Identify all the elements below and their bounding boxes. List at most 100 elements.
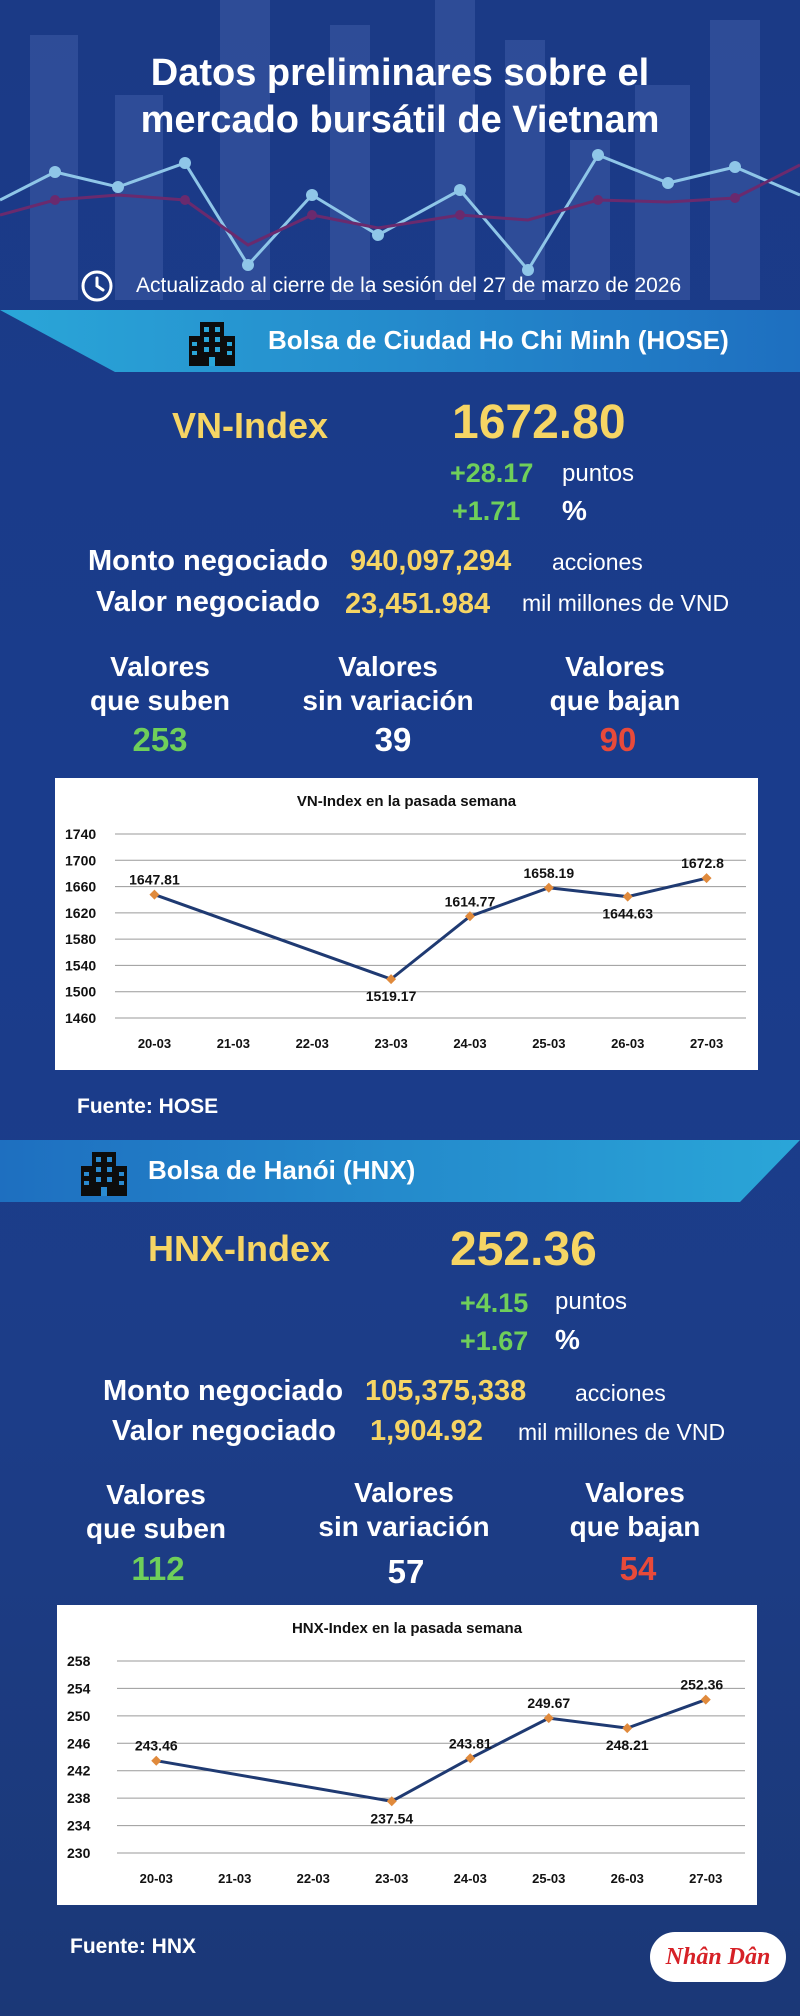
- building-icon: [189, 322, 235, 366]
- page-title-line-1: Datos preliminares sobre el: [150, 52, 650, 94]
- data-label: 1647.81: [129, 872, 180, 888]
- logo-text: Nhân Dân: [665, 1943, 771, 1970]
- hnx-volume-label: Monto negociado: [103, 1375, 344, 1407]
- hero-background-decoration: [0, 0, 800, 300]
- hose-volume-unit: acciones: [552, 549, 643, 575]
- y-tick-label: 230: [67, 1845, 91, 1861]
- vn-index-chart: VN-Index en la pasada semana 1460 1500 1540…: [55, 778, 758, 1070]
- hose-decliners-line-2: que bajan: [549, 685, 681, 716]
- x-tick-label: 20-03: [138, 1036, 171, 1051]
- hose-turnover-value: 23,451.984: [345, 588, 491, 620]
- y-tick-label: 238: [67, 1790, 91, 1806]
- y-tick-label: 242: [67, 1763, 91, 1779]
- hnx-points-label: puntos: [555, 1288, 628, 1315]
- x-tick-label: 21-03: [217, 1036, 250, 1051]
- data-label: 252.36: [680, 1677, 723, 1693]
- y-tick-label: 258: [67, 1653, 91, 1669]
- building-icon: [81, 1152, 127, 1196]
- hnx-advancers-line-1: Valores: [106, 1479, 206, 1510]
- hose-turnover-unit: mil millones de VND: [522, 590, 730, 616]
- data-point-marker: [622, 891, 633, 902]
- hnx-percent-label: %: [555, 1324, 580, 1355]
- hero-header: Datos preliminares sobre el mercado burs…: [0, 0, 800, 300]
- x-tick-label: 24-03: [453, 1036, 486, 1051]
- data-label: 1519.17: [366, 988, 417, 1004]
- hnx-decliners-line-2: que bajan: [569, 1511, 701, 1542]
- y-tick-label: 250: [67, 1708, 91, 1724]
- x-tick-label: 25-03: [532, 1871, 565, 1886]
- data-point-marker: [543, 882, 554, 893]
- chart-title: VN-Index en la pasada semana: [297, 793, 517, 810]
- x-tick-label: 26-03: [611, 1036, 644, 1051]
- hnx-change-percent: +1.67: [460, 1326, 529, 1356]
- x-tick-label: 22-03: [296, 1036, 329, 1051]
- x-tick-label: 20-03: [140, 1871, 173, 1886]
- data-label: 1644.63: [602, 906, 653, 922]
- y-tick-label: 1700: [65, 852, 96, 868]
- x-tick-label: 21-03: [218, 1871, 251, 1886]
- hnx-index-name: HNX-Index: [148, 1228, 331, 1269]
- x-tick-label: 26-03: [611, 1871, 644, 1886]
- hnx-advancers-heading: Valores que suben: [56, 1478, 256, 1546]
- data-point-marker: [701, 873, 712, 884]
- y-tick-label: 1460: [65, 1010, 96, 1026]
- data-point-marker: [386, 974, 397, 985]
- hnx-unchanged-count: 57: [387, 1553, 425, 1590]
- series-line: [153, 876, 707, 981]
- series-line: [155, 1698, 707, 1803]
- hose-turnover-label: Valor negociado: [96, 586, 320, 618]
- chart-svg: VN-Index en la pasada semana 1460 1500 1540…: [65, 793, 746, 1051]
- updated-row: Actualizado al cierre de la sesión del 2…: [80, 268, 681, 304]
- hose-advancers-line-2: que suben: [89, 685, 230, 716]
- hose-change-percent: +1.71: [452, 496, 521, 526]
- hose-unchanged-line-1: Valores: [338, 651, 438, 682]
- hnx-index-value: 252.36: [450, 1223, 597, 1276]
- y-tick-label: 1540: [65, 957, 96, 973]
- hose-index-value: 1672.80: [452, 396, 626, 449]
- data-point-marker: [149, 889, 160, 900]
- data-label: 249.67: [527, 1695, 570, 1711]
- hnx-decliners-heading: Valores que bajan: [535, 1476, 735, 1544]
- data-label: 243.46: [135, 1738, 178, 1754]
- x-tick-label: 23-03: [374, 1036, 407, 1051]
- hnx-volume-value: 105,375,338: [365, 1375, 527, 1407]
- data-point-marker: [622, 1723, 633, 1734]
- chart-svg: HNX-Index en la pasada semana 230 234 238 24…: [67, 1620, 745, 1886]
- data-point-marker: [700, 1694, 711, 1705]
- x-tick-label: 27-03: [690, 1036, 723, 1051]
- hose-decliners-line-1: Valores: [565, 651, 665, 682]
- hose-unchanged-line-2: sin variación: [302, 685, 474, 716]
- hose-advancers-line-1: Valores: [110, 651, 210, 682]
- y-tick-label: 254: [67, 1680, 91, 1696]
- data-label: 243.81: [449, 1735, 492, 1751]
- data-point-marker: [464, 911, 475, 922]
- y-tick-label: 1580: [65, 931, 96, 947]
- hnx-unchanged-line-2: sin variación: [318, 1511, 490, 1542]
- hnx-index-chart: HNX-Index en la pasada semana 230 234 238 24…: [57, 1605, 757, 1905]
- hose-exchange-title: Bolsa de Ciudad Ho Chi Minh (HOSE): [268, 325, 729, 355]
- data-label: 237.54: [370, 1810, 413, 1826]
- x-tick-label: 22-03: [297, 1871, 330, 1886]
- hose-source: Fuente: HOSE: [77, 1095, 219, 1118]
- data-point-marker: [465, 1753, 476, 1764]
- page-title: Datos preliminares sobre el mercado burs…: [0, 50, 800, 144]
- hose-advancers-count: 253: [132, 721, 188, 758]
- hose-unchanged-heading: Valores sin variación: [288, 650, 488, 718]
- nhan-dan-logo: Nhân Dân: [650, 1932, 786, 1982]
- hose-volume-value: 940,097,294: [350, 545, 512, 577]
- data-point-marker: [386, 1796, 397, 1807]
- data-label: 248.21: [606, 1737, 649, 1753]
- x-tick-label: 25-03: [532, 1036, 565, 1051]
- hose-volume-label: Monto negociado: [88, 545, 329, 577]
- y-tick-label: 1500: [65, 984, 96, 1000]
- hose-unchanged-count: 39: [374, 721, 412, 758]
- y-tick-label: 234: [67, 1818, 91, 1834]
- data-label: 1658.19: [524, 865, 575, 881]
- hnx-change-points: +4.15: [460, 1288, 529, 1318]
- clock-icon: [81, 270, 113, 302]
- page-title-line-2: mercado bursátil de Vietnam: [140, 99, 660, 141]
- hose-banner: Bolsa de Ciudad Ho Chi Minh (HOSE): [0, 310, 800, 372]
- hose-index-name: VN-Index: [172, 405, 329, 446]
- x-tick-label: 27-03: [689, 1871, 722, 1886]
